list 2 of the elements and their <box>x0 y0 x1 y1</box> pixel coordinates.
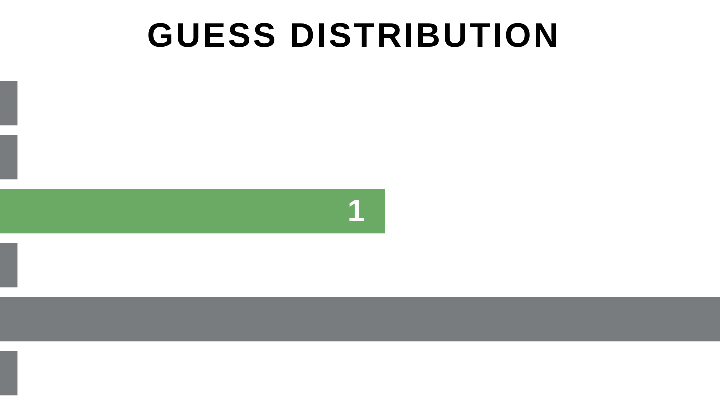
data-label: 1 <box>348 193 366 228</box>
chart-title: GUESS DISTRIBUTION <box>146 17 562 55</box>
